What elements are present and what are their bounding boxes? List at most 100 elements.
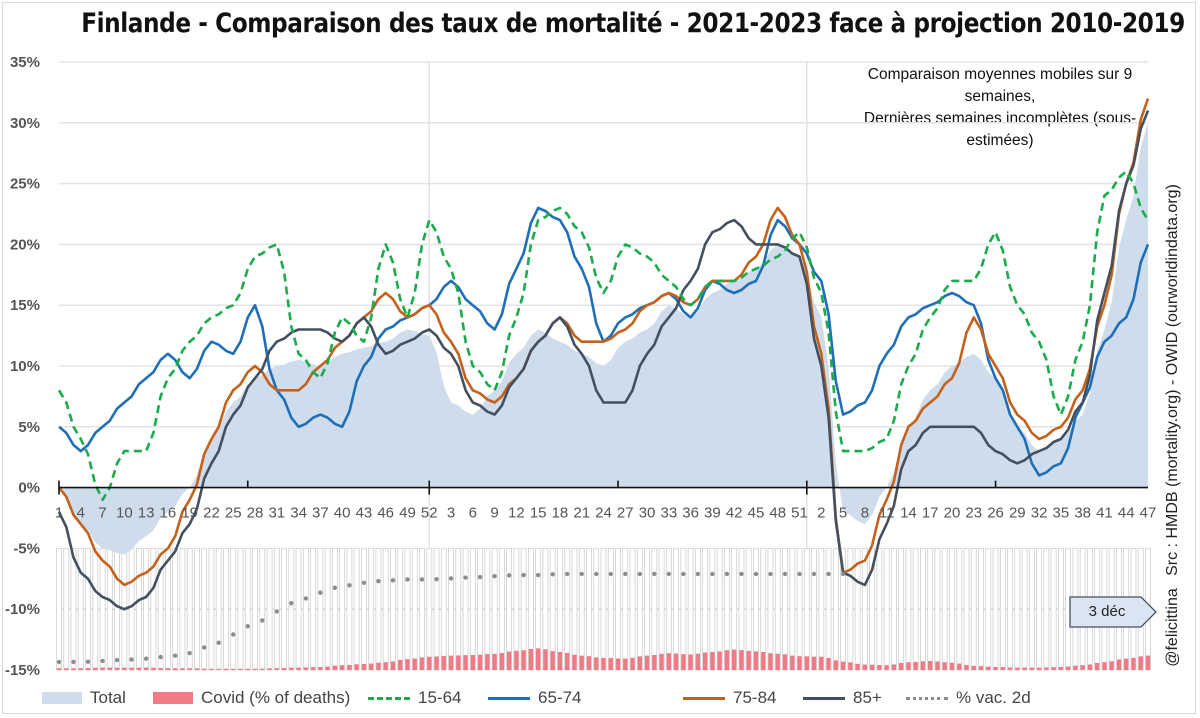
legend-swatch-85 bbox=[803, 696, 845, 700]
legend-label-15-64: 15-64 bbox=[418, 688, 462, 707]
covid-bar bbox=[470, 655, 475, 670]
covid-bar bbox=[85, 668, 91, 670]
bar-bg bbox=[920, 548, 926, 671]
bar-bg bbox=[259, 548, 266, 671]
covid-bars bbox=[56, 648, 1151, 670]
line-g1564 bbox=[57, 170, 1150, 502]
bar-background bbox=[56, 548, 1151, 671]
covid-bar bbox=[848, 662, 853, 670]
bar-bg bbox=[927, 548, 934, 671]
vac-dot bbox=[637, 571, 642, 577]
covid-bar bbox=[1095, 662, 1100, 670]
vac-dot bbox=[506, 573, 512, 578]
bar-bg bbox=[978, 548, 984, 671]
covid-bar bbox=[390, 661, 396, 670]
covid-bar bbox=[557, 652, 563, 670]
covid-bar bbox=[819, 656, 824, 670]
vac-dot bbox=[434, 577, 439, 582]
bar-bg bbox=[571, 548, 578, 671]
bar-bg bbox=[455, 548, 462, 671]
covid-bar bbox=[463, 655, 468, 670]
bar-bg bbox=[1043, 548, 1050, 671]
line-g85 bbox=[57, 110, 1150, 611]
x-tick-label: 27 bbox=[617, 505, 634, 522]
y-tick-label: -15% bbox=[5, 662, 40, 679]
covid-bar bbox=[1065, 666, 1071, 670]
bar-bg bbox=[673, 548, 680, 671]
covid-bar bbox=[1000, 667, 1005, 670]
covid-bar bbox=[673, 653, 679, 670]
covid-bar bbox=[238, 668, 243, 670]
covid-bar bbox=[339, 665, 345, 670]
bar-bg bbox=[767, 548, 774, 671]
covid-bar bbox=[833, 660, 838, 670]
vac-dot bbox=[535, 572, 541, 578]
bar-bg bbox=[636, 548, 643, 671]
x-tick-label: 29 bbox=[1009, 505, 1026, 522]
x-tick-label: 40 bbox=[334, 505, 351, 522]
legend-label-vac: % vac. 2d bbox=[956, 688, 1031, 707]
line-g7584 bbox=[57, 98, 1150, 587]
bar-bg bbox=[898, 548, 905, 671]
bar-bg bbox=[680, 548, 687, 671]
covid-bar bbox=[129, 667, 134, 670]
legend-item-total: Total bbox=[42, 688, 126, 708]
covid-bar bbox=[623, 658, 628, 670]
vac-dot bbox=[303, 596, 309, 601]
x-tick-label: 43 bbox=[356, 505, 373, 522]
covid-bar bbox=[942, 662, 947, 670]
covid-bar bbox=[739, 650, 744, 670]
bar-bg bbox=[658, 548, 665, 671]
legend-item-vac: % vac. 2d bbox=[906, 688, 1031, 708]
x-tick-label: 18 bbox=[552, 505, 569, 522]
covid-bar bbox=[434, 656, 439, 670]
vac-dot bbox=[724, 571, 730, 577]
vac-dot bbox=[260, 618, 265, 623]
x-tick-label: 35 bbox=[1053, 505, 1070, 522]
covid-bar bbox=[550, 651, 555, 670]
vac-dot bbox=[550, 572, 555, 577]
bar-bg bbox=[382, 548, 389, 671]
vac-dot bbox=[492, 574, 497, 579]
covid-bar bbox=[971, 665, 976, 670]
covid-bar bbox=[1131, 657, 1136, 670]
covid-bar bbox=[158, 668, 163, 670]
x-tick-label: 44 bbox=[1118, 505, 1135, 522]
bar-bg bbox=[440, 548, 447, 671]
covid-bar bbox=[608, 658, 613, 670]
bar-bg bbox=[164, 548, 171, 671]
subtitle-line-1: Comparaison moyennes mobiles sur 9 semai… bbox=[867, 66, 1133, 105]
covid-bar bbox=[1022, 667, 1027, 670]
bar-bg bbox=[629, 548, 636, 671]
vac-dot bbox=[100, 658, 105, 664]
vac-dot bbox=[826, 571, 831, 577]
covid-bar bbox=[252, 668, 258, 670]
covid-bar bbox=[289, 667, 294, 670]
bar-bg bbox=[404, 548, 411, 671]
covid-bar bbox=[398, 659, 403, 670]
legend-item-covid: Covid (% of deaths) bbox=[153, 688, 350, 708]
bar-bg bbox=[985, 548, 992, 671]
x-tick-label: 23 bbox=[965, 505, 982, 522]
bar-bg bbox=[709, 548, 716, 671]
covid-bar bbox=[790, 655, 795, 670]
legend-label-85: 85+ bbox=[853, 688, 882, 707]
bar-bg bbox=[1014, 548, 1021, 671]
bar-bg bbox=[498, 548, 505, 671]
covid-bar bbox=[1029, 667, 1035, 670]
x-tick-label: 38 bbox=[1074, 505, 1091, 522]
covid-bar bbox=[223, 668, 229, 670]
covid-bar bbox=[964, 665, 969, 670]
covid-bar bbox=[122, 667, 127, 670]
bar-bg bbox=[331, 548, 338, 671]
bar-bg bbox=[484, 548, 491, 671]
covid-bar bbox=[405, 659, 410, 670]
covid-bar bbox=[419, 657, 425, 670]
y-tick-label: 10% bbox=[10, 358, 40, 375]
x-tick-label: 25 bbox=[225, 505, 242, 522]
author-credit: @felicittina bbox=[1164, 588, 1181, 667]
covid-bar bbox=[303, 667, 309, 670]
bar-bg bbox=[92, 548, 99, 671]
covid-bar bbox=[325, 666, 330, 670]
legend-label-65-74: 65-74 bbox=[538, 688, 582, 707]
